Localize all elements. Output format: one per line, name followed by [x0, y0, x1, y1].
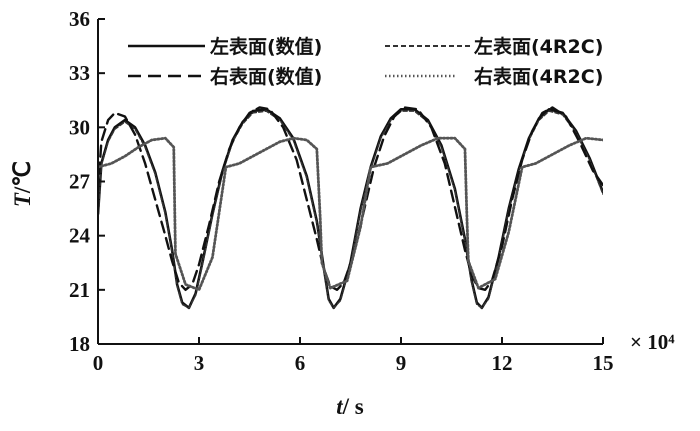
- y-tick-label: 21: [69, 278, 90, 302]
- y-tick-label: 24: [69, 224, 91, 248]
- series-line-2: [98, 110, 603, 309]
- x-axis-unit: / s: [342, 394, 364, 419]
- x-tick-label: 12: [492, 351, 513, 375]
- x-tick-label: 0: [93, 351, 104, 375]
- legend-label-2: 左表面(4R2C): [474, 35, 603, 58]
- svg-text:t/ s: t/ s: [336, 394, 364, 419]
- series-line-4: [98, 136, 603, 292]
- plot-area: [98, 106, 603, 310]
- x-multiplier: × 10⁴: [630, 330, 675, 354]
- legend: 左表面(数值) 左表面(4R2C) 右表面(数值) 右表面(4R2C): [128, 35, 603, 88]
- y-tick-label: 33: [69, 61, 90, 85]
- x-axis-title: t/ s: [336, 394, 364, 419]
- x-tick-label: 15: [593, 351, 614, 375]
- y-axis-var: T: [10, 192, 35, 207]
- x-tick-label: 6: [295, 351, 306, 375]
- legend-label-3: 右表面(数值): [209, 65, 322, 88]
- x-multiplier-label: × 10⁴: [630, 330, 675, 354]
- legend-label-1: 左表面(数值): [210, 35, 322, 58]
- x-tick-label: 9: [396, 351, 407, 375]
- legend-label-4: 右表面(4R2C): [473, 65, 603, 88]
- y-tick-label: 18: [69, 332, 90, 356]
- svg-text:T/℃: T/℃: [10, 161, 35, 207]
- y-axis-unit: /℃: [10, 161, 35, 194]
- y-axis-title: T/℃: [10, 161, 35, 207]
- x-tick-label: 3: [194, 351, 205, 375]
- y-tick-label: 36: [69, 7, 90, 31]
- y-tick-label: 27: [69, 170, 90, 194]
- y-tick-label: 30: [69, 115, 90, 139]
- x-axis-var: t: [336, 394, 343, 419]
